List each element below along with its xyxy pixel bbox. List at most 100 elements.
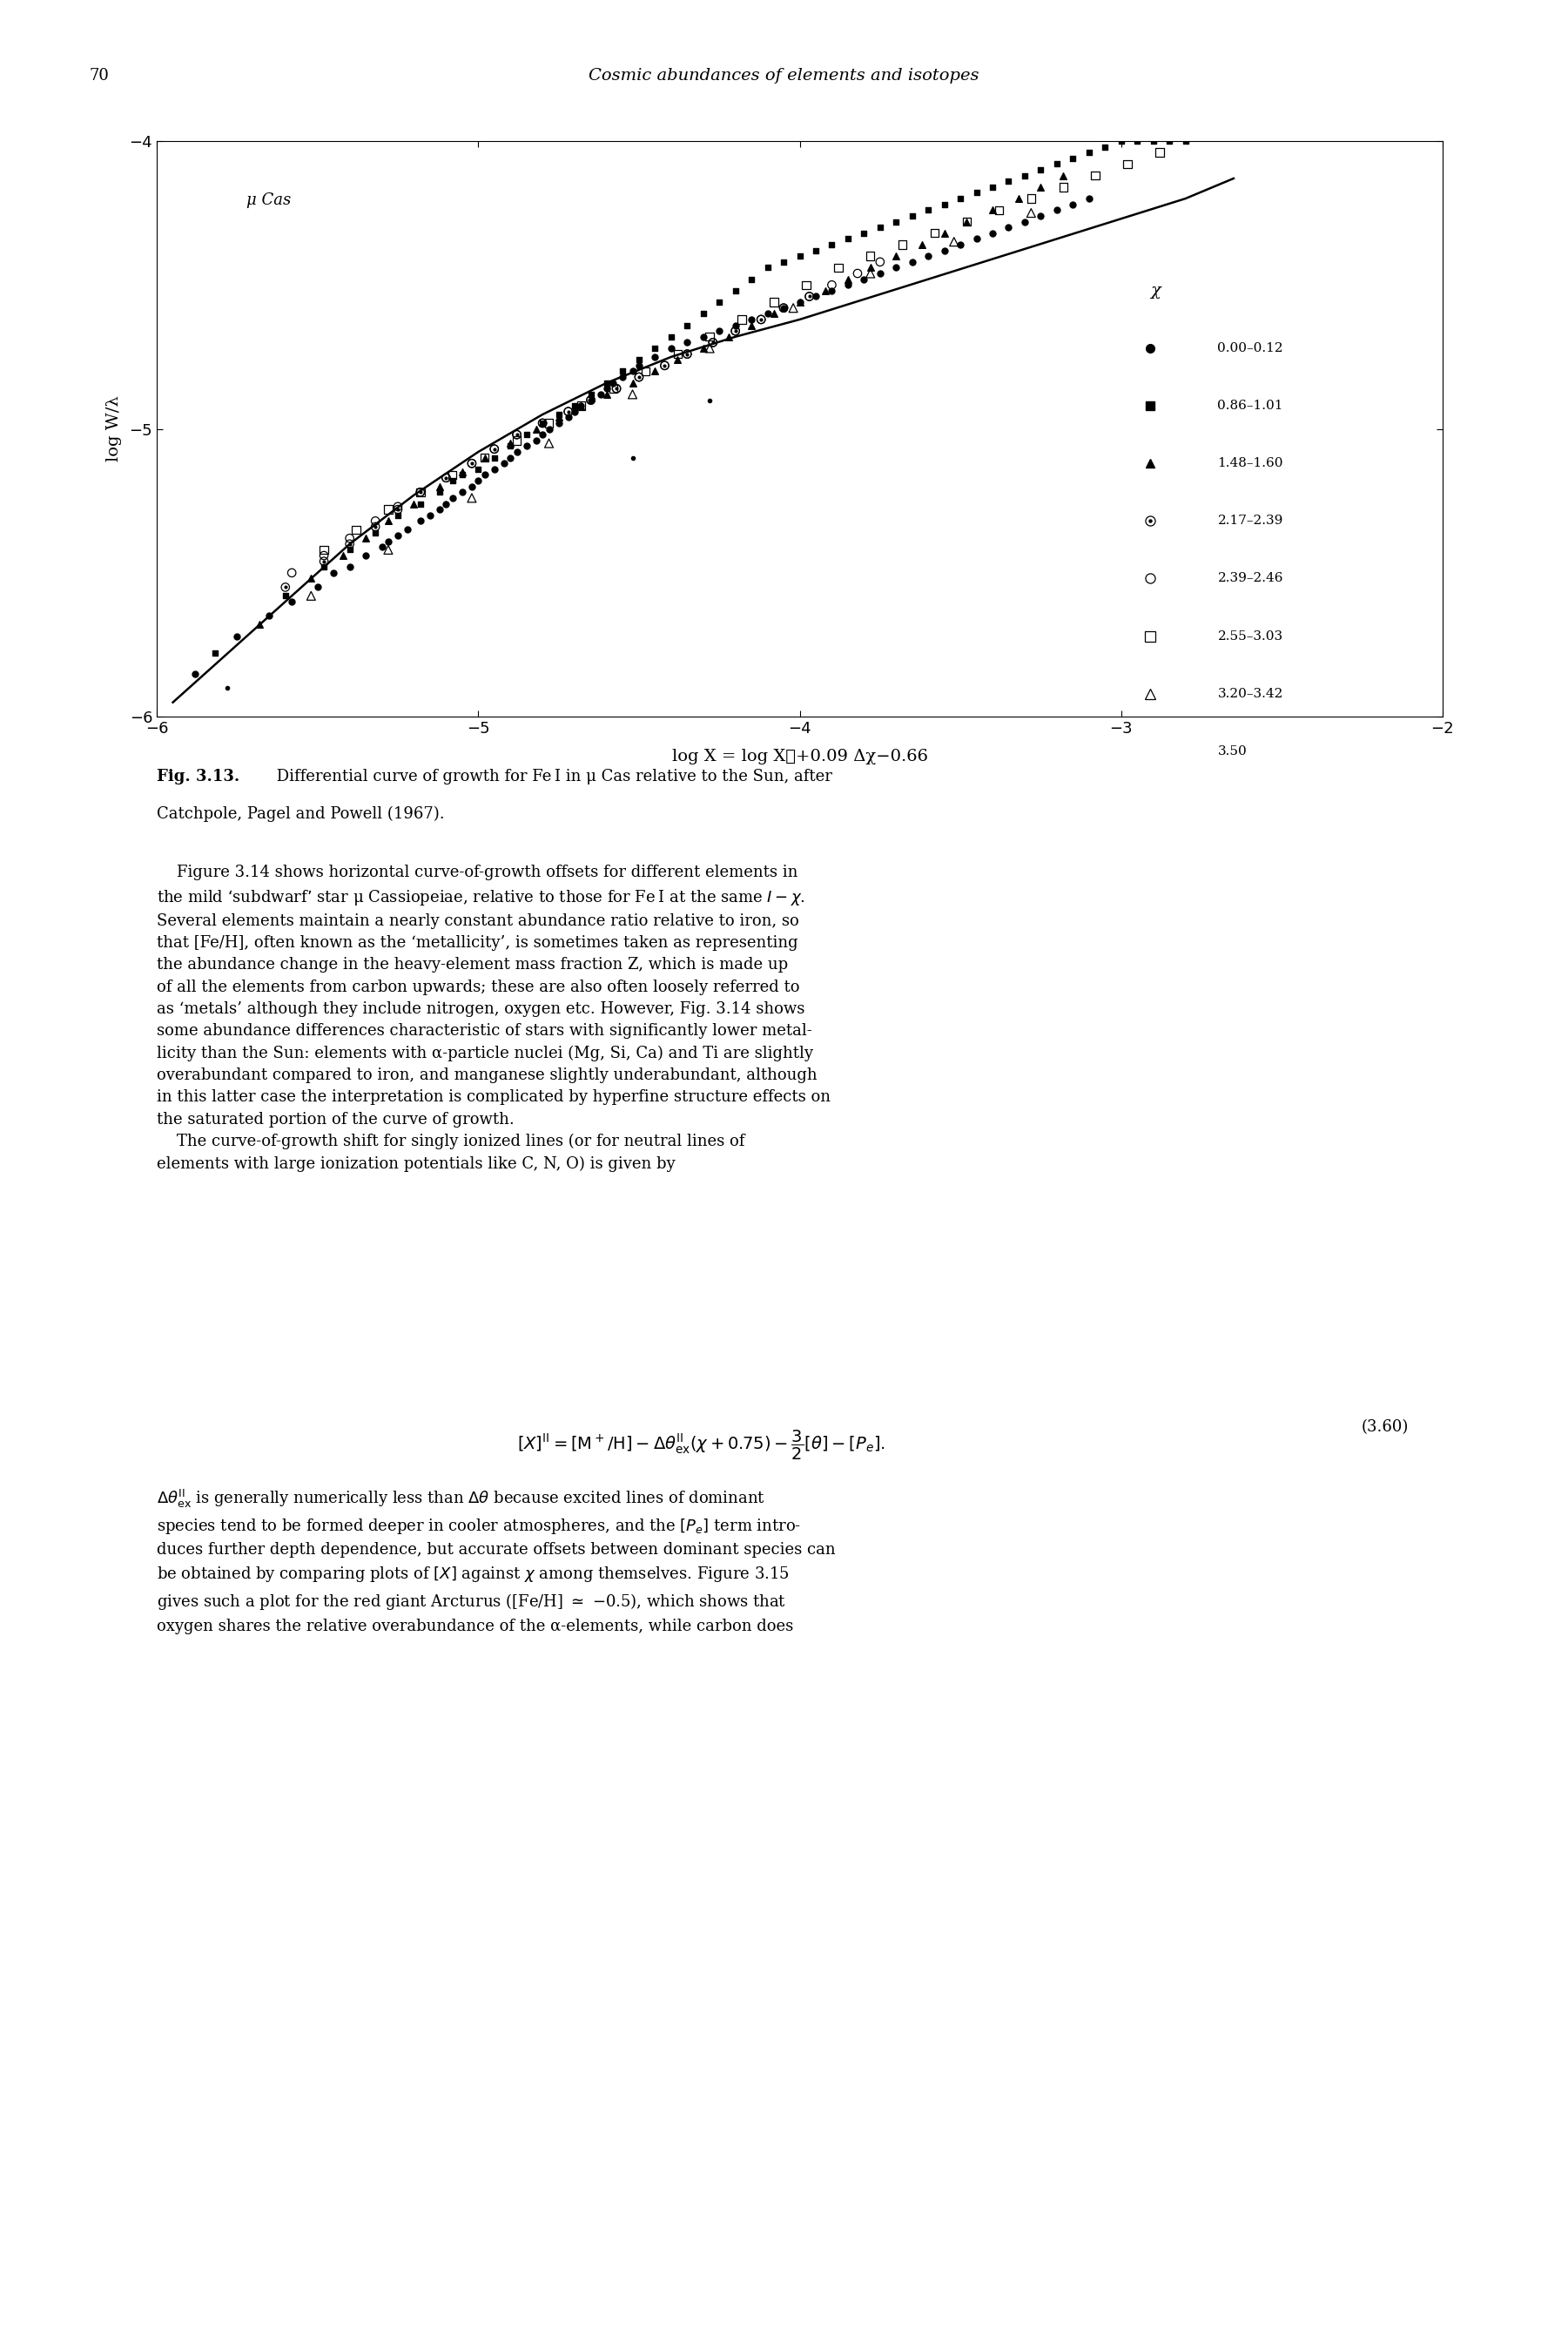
Text: μ Cas: μ Cas	[246, 193, 292, 207]
Point	[627, 357, 652, 395]
Text: 2.17–2.39: 2.17–2.39	[1218, 515, 1283, 526]
Point	[466, 463, 491, 501]
Point	[858, 254, 883, 291]
Point	[797, 277, 822, 315]
Point	[563, 392, 588, 430]
Point	[183, 656, 209, 693]
Y-axis label: log W/λ: log W/λ	[107, 395, 122, 463]
Point	[530, 404, 555, 442]
Point	[652, 348, 677, 385]
Point	[674, 306, 699, 343]
Point	[505, 421, 530, 458]
Point	[579, 381, 604, 418]
Point	[674, 336, 699, 374]
Point	[434, 458, 459, 496]
Point	[619, 364, 644, 402]
Point	[1013, 202, 1038, 240]
Point	[619, 376, 644, 414]
Point	[964, 221, 989, 258]
Point	[643, 352, 668, 390]
Point	[202, 634, 227, 672]
Point	[1013, 157, 1038, 195]
Point	[619, 439, 644, 477]
Point	[1173, 122, 1198, 160]
Point	[441, 479, 466, 517]
Point	[563, 388, 588, 425]
Point	[481, 430, 506, 468]
Text: 0.00–0.12: 0.00–0.12	[1218, 343, 1283, 355]
Point	[674, 336, 699, 374]
Point	[797, 277, 822, 315]
Point	[257, 597, 282, 635]
Point	[298, 559, 323, 597]
Point	[536, 425, 561, 463]
Text: (3.60): (3.60)	[1361, 1419, 1408, 1436]
Point	[362, 503, 387, 541]
Point	[408, 472, 433, 510]
Point	[530, 404, 555, 442]
Point	[505, 416, 530, 454]
Point	[986, 190, 1011, 228]
Point	[408, 472, 433, 510]
Point	[505, 416, 530, 454]
Point	[601, 369, 626, 407]
Point	[481, 439, 506, 477]
Point	[514, 428, 539, 465]
Point	[594, 364, 619, 402]
Point	[691, 329, 717, 367]
Point	[376, 531, 401, 569]
Point	[546, 395, 571, 432]
Point	[1019, 181, 1044, 219]
Point	[472, 456, 497, 494]
Point	[306, 569, 331, 606]
Point	[579, 376, 604, 414]
Point	[426, 472, 452, 510]
Point	[931, 186, 956, 223]
Point	[947, 226, 972, 263]
Point	[604, 369, 629, 407]
Point	[980, 169, 1005, 207]
Point	[530, 404, 555, 442]
Point	[481, 451, 506, 489]
Point	[1093, 127, 1118, 165]
Point	[659, 329, 684, 367]
Point	[386, 517, 411, 555]
Point	[536, 404, 561, 442]
Point	[601, 364, 626, 402]
Point	[594, 369, 619, 407]
Point	[337, 548, 362, 585]
Point	[459, 444, 485, 482]
Point	[610, 352, 635, 390]
Point	[343, 510, 368, 548]
Point	[748, 301, 773, 338]
Point	[579, 381, 604, 418]
X-axis label: log X = log X☉+0.09 Δχ−0.66: log X = log X☉+0.09 Δχ−0.66	[671, 750, 928, 764]
Point	[1005, 181, 1030, 219]
Point	[707, 313, 732, 350]
Point	[891, 226, 916, 263]
Point	[701, 324, 726, 362]
Point	[771, 289, 797, 327]
Point	[546, 404, 571, 442]
Point	[1029, 150, 1054, 188]
Point	[376, 522, 401, 559]
Point	[739, 301, 764, 338]
Point	[417, 496, 442, 533]
Point	[858, 249, 883, 287]
Point	[337, 519, 362, 557]
Point	[884, 202, 909, 240]
Point	[652, 348, 677, 385]
Point	[408, 484, 433, 522]
Point	[652, 348, 677, 385]
Text: Fig. 3.13.: Fig. 3.13.	[157, 768, 240, 785]
Point	[836, 266, 861, 303]
Point	[224, 618, 249, 656]
Point	[555, 392, 580, 430]
Point	[980, 214, 1005, 251]
Point	[698, 317, 723, 355]
Point	[787, 284, 812, 322]
Point	[312, 548, 337, 585]
Point	[836, 221, 861, 258]
Point	[579, 381, 604, 418]
Point	[426, 491, 452, 529]
